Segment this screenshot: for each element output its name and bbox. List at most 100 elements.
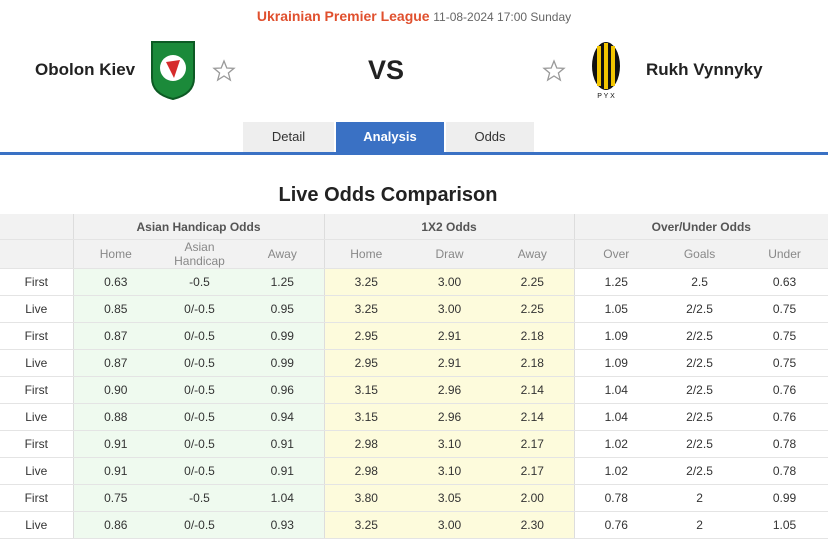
odds-cell: 0.91 [73, 457, 158, 485]
league: Ukrainian Premier League [256, 8, 430, 24]
odds-cell: 0.78 [574, 484, 659, 512]
odds-cell: 0.94 [241, 403, 325, 431]
odds-cell: 2.25 [491, 268, 575, 296]
odds-cell: 3.25 [324, 511, 409, 539]
tab-underline [0, 152, 828, 155]
odds-cell: 0.76 [741, 403, 828, 431]
odds-row: Live 0.87 0/-0.5 0.99 2.95 2.91 2.18 1.09 2/2.5 0… [0, 349, 828, 377]
odds-cell: 0.87 [73, 322, 158, 350]
odds-cell: -0.5 [158, 484, 241, 512]
group-header: 1X2 Odds [324, 214, 575, 240]
odds-row: First 0.91 0/-0.5 0.91 2.98 3.10 2.17 1.02 2/2.5… [0, 430, 828, 458]
odds-cell: 1.05 [574, 295, 659, 323]
odds-cell: 1.04 [241, 484, 325, 512]
odds-cell: 2/2.5 [658, 322, 742, 350]
odds-cell: 3.10 [408, 457, 492, 485]
odds-cell: 0/-0.5 [158, 511, 241, 539]
odds-table: Asian Handicap Odds 1X2 Odds Over/Under Od… [0, 214, 828, 539]
favorite-star[interactable] [542, 59, 566, 83]
odds-cell: 3.80 [324, 484, 409, 512]
odds-cell: 2.25 [491, 295, 575, 323]
odds-row: First 0.87 0/-0.5 0.99 2.95 2.91 2.18 1.09 2/2.5… [0, 322, 828, 350]
row-label: Live [0, 403, 74, 431]
odds-cell: 1.05 [741, 511, 828, 539]
odds-cell: 0.75 [741, 322, 828, 350]
row-label: Live [0, 457, 74, 485]
subheader-row: Home Asian Handicap Away Home Draw Away Over Go… [0, 239, 828, 269]
odds-cell: 0.78 [741, 457, 828, 485]
odds-cell: 0.91 [73, 430, 158, 458]
odds-cell: 0.91 [241, 430, 325, 458]
odds-cell: 2/2.5 [658, 295, 742, 323]
odds-cell: 0.90 [73, 376, 158, 404]
subheader: Asian Handicap [158, 239, 241, 269]
odds-cell: 0/-0.5 [158, 322, 241, 350]
odds-cell: 3.25 [324, 268, 409, 296]
row-label: Live [0, 295, 74, 323]
odds-cell: 0.91 [241, 457, 325, 485]
odds-cell: 0.63 [73, 268, 158, 296]
odds-cell: 1.09 [574, 349, 659, 377]
odds-cell: 0.75 [741, 295, 828, 323]
odds-cell: 0/-0.5 [158, 403, 241, 431]
odds-cell: 0.75 [73, 484, 158, 512]
row-label: First [0, 430, 74, 458]
tab-active[interactable]: Analysis [336, 122, 444, 152]
odds-row: Live 0.91 0/-0.5 0.91 2.98 3.10 2.17 1.02 2/2.5 0… [0, 457, 828, 485]
odds-cell: 0.96 [241, 376, 325, 404]
subheader: Draw [408, 239, 492, 269]
odds-cell: 2.95 [324, 322, 409, 350]
odds-cell: 2 [658, 511, 742, 539]
group-header: Asian Handicap Odds [73, 214, 325, 240]
odds-cell: 3.15 [324, 403, 409, 431]
subheader: Over [574, 239, 659, 269]
odds-row: First 0.63 -0.5 1.25 3.25 3.00 2.25 1.25 2.5 0.63 [0, 268, 828, 296]
subheader: Goals [658, 239, 742, 269]
favorite-star[interactable] [212, 59, 236, 83]
odds-cell: 2.00 [491, 484, 575, 512]
tab[interactable]: Detail [243, 122, 334, 152]
odds-cell: 0.87 [73, 349, 158, 377]
subheader: Under [741, 239, 828, 269]
odds-cell: 2/2.5 [658, 376, 742, 404]
match-info: Ukrainian Premier League 11-08-2024 17:0… [0, 8, 828, 24]
odds-cell: 3.05 [408, 484, 492, 512]
svg-text:P Y X: P Y X [597, 93, 615, 100]
away-logo: P Y X [592, 42, 620, 100]
odds-cell: 0/-0.5 [158, 295, 241, 323]
row-label: First [0, 268, 74, 296]
odds-cell: 2.18 [491, 349, 575, 377]
odds-cell: 1.25 [241, 268, 325, 296]
odds-cell: 2.98 [324, 457, 409, 485]
odds-cell: 3.00 [408, 268, 492, 296]
tab[interactable]: Odds [446, 122, 534, 152]
odds-cell: 0.76 [741, 376, 828, 404]
odds-cell: -0.5 [158, 268, 241, 296]
odds-row: Live 0.86 0/-0.5 0.93 3.25 3.00 2.30 0.76 2 1.05 [0, 511, 828, 539]
odds-cell: 3.00 [408, 511, 492, 539]
odds-cell: 1.02 [574, 457, 659, 485]
odds-cell: 0/-0.5 [158, 430, 241, 458]
subheader: Away [241, 239, 325, 269]
odds-cell: 0.86 [73, 511, 158, 539]
odds-cell: 0.78 [741, 430, 828, 458]
odds-cell: 2.95 [324, 349, 409, 377]
odds-cell: 1.02 [574, 430, 659, 458]
odds-cell: 0/-0.5 [158, 349, 241, 377]
odds-cell: 1.09 [574, 322, 659, 350]
section-title: Live Odds Comparison [278, 184, 498, 206]
odds-cell: 0.99 [241, 349, 325, 377]
odds-cell: 0.75 [741, 349, 828, 377]
odds-cell: 0.93 [241, 511, 325, 539]
corner-cell [0, 214, 74, 240]
odds-cell: 0.99 [241, 322, 325, 350]
odds-cell: 2/2.5 [658, 430, 742, 458]
row-label: First [0, 484, 74, 512]
odds-cell: 0.85 [73, 295, 158, 323]
corner-cell [0, 239, 74, 269]
odds-cell: 0.95 [241, 295, 325, 323]
odds-cell: 2.91 [408, 349, 492, 377]
row-label: First [0, 322, 74, 350]
odds-cell: 3.15 [324, 376, 409, 404]
